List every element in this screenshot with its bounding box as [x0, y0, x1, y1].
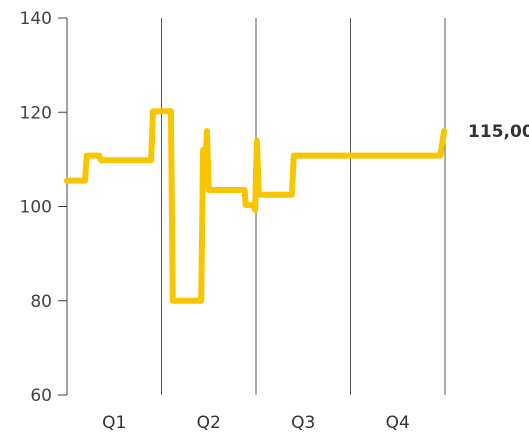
x-tick-label: Q3 — [291, 413, 315, 433]
x-tick-label: Q2 — [197, 413, 221, 433]
y-tick-label: 120 — [20, 103, 52, 123]
y-tick-label: 60 — [30, 386, 52, 406]
y-tick-label: 140 — [20, 9, 52, 29]
series-layer — [64, 108, 448, 304]
y-tick-labels: 60 80 100 120 140 — [20, 9, 52, 406]
x-tick-labels: Q1 Q2 Q3 Q4 — [102, 413, 410, 433]
x-tick-label: Q1 — [102, 413, 126, 433]
y-tick-label: 100 — [20, 198, 52, 218]
x-tick-label: Q4 — [386, 413, 410, 433]
series-line — [64, 108, 448, 304]
y-axis — [58, 17, 68, 396]
end-value-label: 115,00 — [468, 122, 529, 142]
gridlines — [161, 18, 446, 395]
y-tick-label: 80 — [30, 292, 52, 312]
